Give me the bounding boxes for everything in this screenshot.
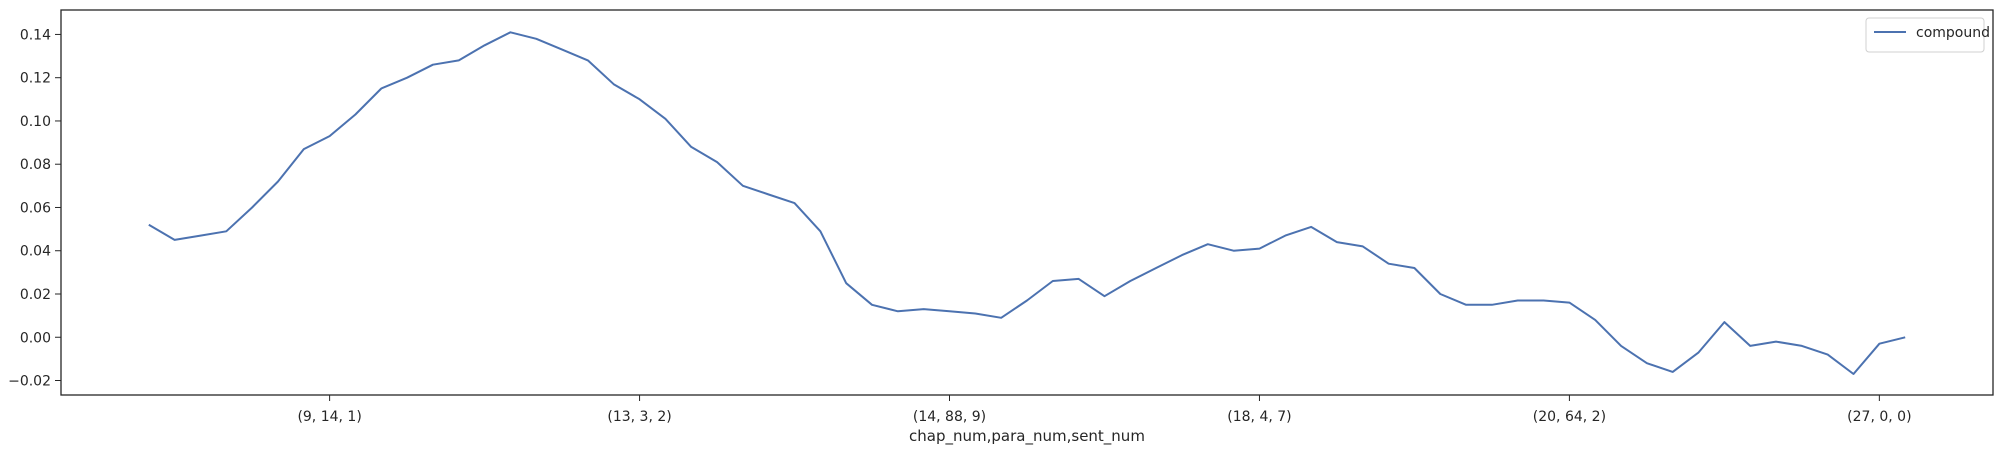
x-tick-label: (9, 14, 1): [297, 409, 361, 425]
y-tick-label: 0.08: [20, 157, 51, 173]
y-tick-label: 0.06: [20, 200, 51, 216]
plot-frame: [60, 9, 1994, 396]
y-tick-label: 0.14: [20, 27, 51, 43]
x-tick-label: (18, 4, 7): [1227, 409, 1291, 425]
legend-label: compound: [1916, 25, 1990, 41]
x-axis-label: chap_num,para_num,sent_num: [909, 427, 1145, 446]
x-tick-label: (20, 64, 2): [1533, 409, 1606, 425]
y-tick-label: 0.10: [20, 114, 51, 130]
y-tick-label: 0.00: [20, 330, 51, 346]
series-line: [148, 31, 1906, 375]
x-tick-label: (13, 3, 2): [607, 409, 671, 425]
x-tick-label: (27, 0, 0): [1847, 409, 1911, 425]
legend-box: [1865, 17, 1985, 53]
y-tick-label: 0.12: [20, 71, 51, 87]
y-tick-label: 0.04: [20, 244, 51, 260]
y-tick-label: −0.02: [8, 374, 51, 390]
y-tick-label: 0.02: [20, 287, 51, 303]
x-tick-label: (14, 88, 9): [913, 409, 986, 425]
